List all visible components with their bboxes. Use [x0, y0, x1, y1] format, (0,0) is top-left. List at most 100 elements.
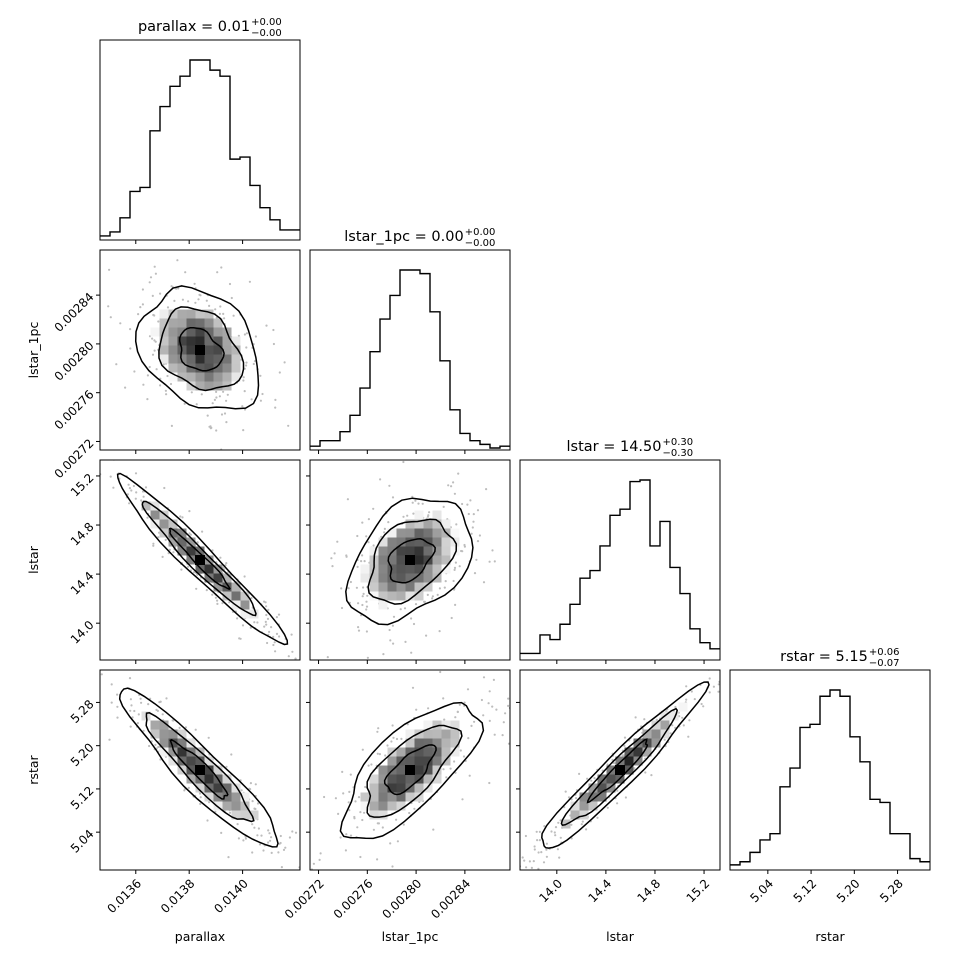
panel-lstar_1pc-vs-parallax: [96, 249, 301, 454]
scatter-point: [254, 783, 257, 786]
scatter-point: [205, 589, 208, 592]
density-cell: [168, 756, 178, 766]
density-cell: [414, 537, 424, 547]
histogram-lstar_1pc: [310, 269, 510, 449]
scatter-point: [472, 513, 475, 516]
density-cell: [168, 309, 178, 319]
scatter-point: [381, 826, 384, 829]
density-cell: [168, 747, 178, 757]
scatter-point: [453, 568, 456, 572]
density-cell: [168, 528, 178, 538]
scatter-point: [530, 866, 534, 870]
scatter-point: [200, 393, 203, 396]
contour-middle: [158, 306, 245, 392]
density-cell: [141, 501, 151, 511]
x-tick-label: 5.28: [877, 876, 906, 905]
density-cell: [159, 510, 169, 520]
density-cell: [249, 609, 259, 619]
density-cell: [222, 354, 232, 364]
density-cell: [222, 591, 232, 601]
scatter-point: [570, 823, 573, 826]
density-cell: [432, 729, 442, 739]
density-cell: [231, 345, 241, 355]
scatter-point: [411, 495, 414, 498]
scatter-point: [130, 704, 133, 707]
density-cell: [441, 537, 451, 547]
density-cell: [387, 783, 397, 793]
panel-content: [520, 621, 752, 870]
scatter-point: [747, 658, 749, 660]
scatter-point: [215, 396, 218, 399]
scatter-point: [359, 811, 362, 814]
scatter-point: [493, 560, 496, 563]
scatter-point: [349, 694, 351, 696]
density-cell: [369, 774, 379, 784]
scatter-point: [356, 565, 359, 569]
scatter-point: [616, 802, 619, 805]
scatter-point: [467, 512, 470, 516]
density-cell: [423, 756, 433, 766]
scatter-point: [319, 852, 322, 855]
scatter-point: [468, 774, 471, 777]
scatter-point: [287, 655, 290, 658]
scatter-point: [415, 708, 418, 711]
scatter-point: [115, 363, 118, 366]
density-cell: [168, 327, 178, 337]
scatter-point: [533, 848, 536, 851]
scatter-point: [323, 795, 326, 799]
scatter-point: [193, 571, 196, 574]
scatter-point: [391, 865, 394, 868]
density-cell: [432, 738, 442, 748]
scatter-point: [361, 554, 364, 557]
scatter-point: [491, 705, 494, 708]
scatter-point: [438, 587, 441, 590]
density-cell: [360, 792, 370, 802]
density-cell: [222, 582, 232, 592]
panel-frame: [309, 249, 511, 451]
scatter-point: [748, 621, 750, 623]
scatter-point: [267, 841, 270, 844]
scatter-point: [155, 708, 158, 712]
scatter-point: [164, 389, 167, 392]
scatter-point: [181, 516, 184, 519]
scatter-point: [263, 600, 266, 603]
scatter-point: [230, 296, 233, 300]
density-cell: [432, 546, 442, 556]
scatter-point: [275, 616, 278, 619]
density-cell: [396, 591, 406, 601]
scatter-point: [428, 511, 431, 514]
scatter-point: [243, 575, 246, 578]
scatter-point: [151, 353, 155, 356]
scatter-point: [623, 744, 626, 748]
scatter-point: [243, 390, 246, 393]
scatter-point: [208, 304, 211, 307]
density-cell: [159, 318, 169, 328]
scatter-point: [685, 685, 688, 688]
scatter-point: [154, 743, 157, 747]
density-cell: [441, 747, 451, 757]
density-cell: [387, 591, 397, 601]
x-tick-label: 0.00280: [379, 876, 424, 921]
scatter-point: [251, 800, 254, 803]
scatter-point: [218, 395, 221, 398]
scatter-point: [372, 828, 375, 831]
contour-outer: [541, 681, 710, 849]
scatter-point: [278, 635, 281, 638]
scatter-point: [690, 690, 693, 693]
density-cell: [441, 564, 451, 574]
density-cell: [213, 354, 223, 364]
scatter-point: [361, 818, 364, 822]
scatter-point: [348, 809, 351, 812]
scatter-point: [456, 710, 459, 713]
scatter-point: [750, 648, 752, 650]
scatter-point: [157, 745, 160, 749]
scatter-point: [364, 785, 367, 789]
density-cell: [378, 582, 388, 592]
density-cell: [414, 765, 424, 775]
scatter-point: [108, 738, 111, 741]
density-cell: [240, 609, 250, 619]
scatter-point: [208, 425, 211, 428]
scatter-point: [96, 676, 98, 678]
density-cell: [177, 537, 187, 547]
scatter-point: [559, 836, 562, 839]
